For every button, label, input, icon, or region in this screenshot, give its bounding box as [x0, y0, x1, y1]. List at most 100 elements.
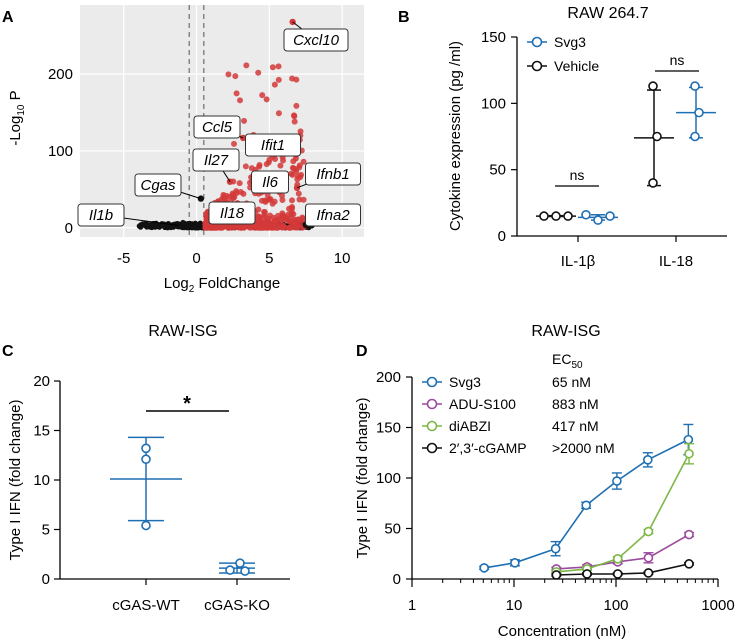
dose-response-series — [479, 423, 695, 580]
cgas-point — [141, 443, 151, 454]
gene-label-box — [305, 203, 361, 227]
cytokine-point — [581, 209, 591, 220]
dose-x-tick-label: 10 — [506, 597, 523, 614]
volcano-point-sig — [266, 212, 273, 219]
ec50-header: EC50 — [552, 351, 583, 371]
volcano-point-sig — [220, 195, 227, 202]
gene-label: Il27 — [204, 152, 229, 169]
gene-label: Il6 — [262, 174, 279, 191]
volcano-point-sig — [269, 200, 276, 207]
cgas-y-tick-label: 0 — [42, 571, 50, 588]
volcano-point-sig — [293, 102, 300, 109]
dose-point — [582, 569, 592, 579]
volcano-y-tick-label: 0 — [65, 220, 73, 237]
gene-label: Il18 — [220, 205, 245, 222]
volcano-point-sig — [284, 216, 291, 223]
dose-point — [612, 569, 623, 579]
cytokine-y-tick-label: 50 — [489, 162, 506, 179]
volcano-point-sig — [293, 76, 300, 83]
volcano-point-sig — [213, 224, 220, 231]
volcano-point-sig — [271, 81, 278, 88]
volcano-point-sig — [232, 73, 239, 80]
cytokine-point — [690, 81, 700, 91]
volcano-point-sig — [233, 90, 240, 97]
dose-point — [643, 552, 654, 563]
dose-legend-swatch-marker — [426, 398, 438, 410]
gene-label: Ifnb1 — [316, 166, 349, 183]
cytokine-legend: Svg3 Vehicle — [527, 34, 599, 74]
volcano-point-sig — [240, 190, 247, 197]
volcano-point-sig — [275, 224, 282, 231]
dose-y-tick-label: 200 — [376, 369, 401, 386]
volcano-point-sig — [259, 92, 266, 99]
cgas-point — [141, 520, 151, 531]
gene-labels: Cxcl10 Ccl5 Ifit1 Il27 Ifnb1 Cgas Il6 Il18 Il1b I… — [77, 21, 361, 227]
cgas-plot: RAW-ISG 0 5 10 15 20 cGAS-WT cGAS-KO * Type I … — [7, 323, 290, 614]
dose-point — [581, 500, 591, 511]
volcano-point-sig — [277, 162, 284, 169]
dose-response-x-axis-label: Concentration (nM) — [498, 623, 626, 640]
dose-series-line — [556, 453, 690, 573]
volcano-point-sig — [275, 63, 282, 70]
cytokine-legend-label: Vehicle — [554, 58, 599, 74]
volcano-point-sig — [202, 224, 209, 231]
volcano-point-sig — [242, 163, 249, 170]
volcano-point-sig — [294, 176, 301, 183]
dose-point — [550, 543, 561, 554]
cgas-y-tick-label: 10 — [33, 472, 50, 489]
volcano-point-sig — [263, 161, 270, 168]
volcano-point-sig — [287, 224, 294, 231]
volcano-point-sig — [292, 166, 299, 173]
volcano-point-sig — [300, 158, 307, 165]
gene-label-box — [245, 133, 301, 157]
dose-legend-ec50: 417 nM — [552, 418, 599, 434]
cytokine-point — [648, 81, 658, 91]
volcano-y-axis-label: -Log10 P — [7, 90, 27, 145]
gene-label-box — [251, 170, 289, 194]
volcano-point-sig — [279, 197, 286, 204]
gene-label-box — [208, 201, 256, 225]
dose-point — [551, 570, 562, 580]
dose-point — [643, 526, 654, 537]
cytokine-point — [694, 107, 704, 118]
volcano-point-sig — [259, 224, 266, 231]
volcano-point-sig — [237, 97, 244, 104]
volcano-point-sig — [231, 193, 238, 200]
volcano-point-sig — [288, 170, 295, 177]
gene-label: Ifit1 — [261, 137, 285, 154]
dose-point — [684, 529, 694, 540]
volcano-point-ns — [186, 222, 192, 228]
cytokine-point — [551, 211, 561, 221]
cytokine-y-tick-label: 100 — [481, 95, 506, 112]
dose-legend-swatch-marker — [426, 376, 438, 388]
volcano-x-tick-label: 5 — [265, 250, 273, 267]
panel-letter-c: C — [2, 343, 14, 360]
volcano-y-tick-label: 200 — [48, 66, 73, 83]
volcano-point-sig — [300, 196, 307, 203]
dose-response-y-axis-label: Type I IFN (fold change) — [354, 398, 371, 559]
dose-point — [479, 563, 489, 573]
volcano-point-ns — [137, 223, 143, 229]
volcano-point-sig — [291, 118, 298, 125]
volcano-x-tick-label: 10 — [334, 250, 351, 267]
volcano-point-sig — [255, 69, 262, 76]
cytokine-x-tick-label: IL-1β — [561, 253, 596, 270]
volcano-point-sig — [294, 224, 301, 231]
volcano-point-sig — [258, 197, 265, 204]
dose-point — [684, 448, 694, 459]
panel-letter-d: D — [356, 343, 368, 360]
dose-response-plot-title: RAW-ISG — [531, 323, 600, 340]
gene-label-box — [77, 203, 125, 227]
dose-point — [510, 558, 520, 568]
volcano-point-sig — [276, 216, 283, 223]
cgas-plot-title: RAW-ISG — [148, 323, 217, 340]
dose-response-legend: Svg3 65 nM ADU-S100 883 nM diABZI 417 nM 2′,3′… — [422, 374, 615, 456]
volcano-point-sig — [275, 76, 282, 83]
dose-legend-ec50: 65 nM — [552, 374, 591, 390]
cgas-y-tick-label: 15 — [33, 423, 50, 440]
dose-x-tick-label: 1 — [408, 597, 416, 614]
dose-point — [612, 553, 623, 564]
gene-label: Ifna2 — [316, 207, 350, 224]
cytokine-point — [593, 215, 603, 225]
cytokine-legend-swatch-marker — [531, 60, 543, 72]
